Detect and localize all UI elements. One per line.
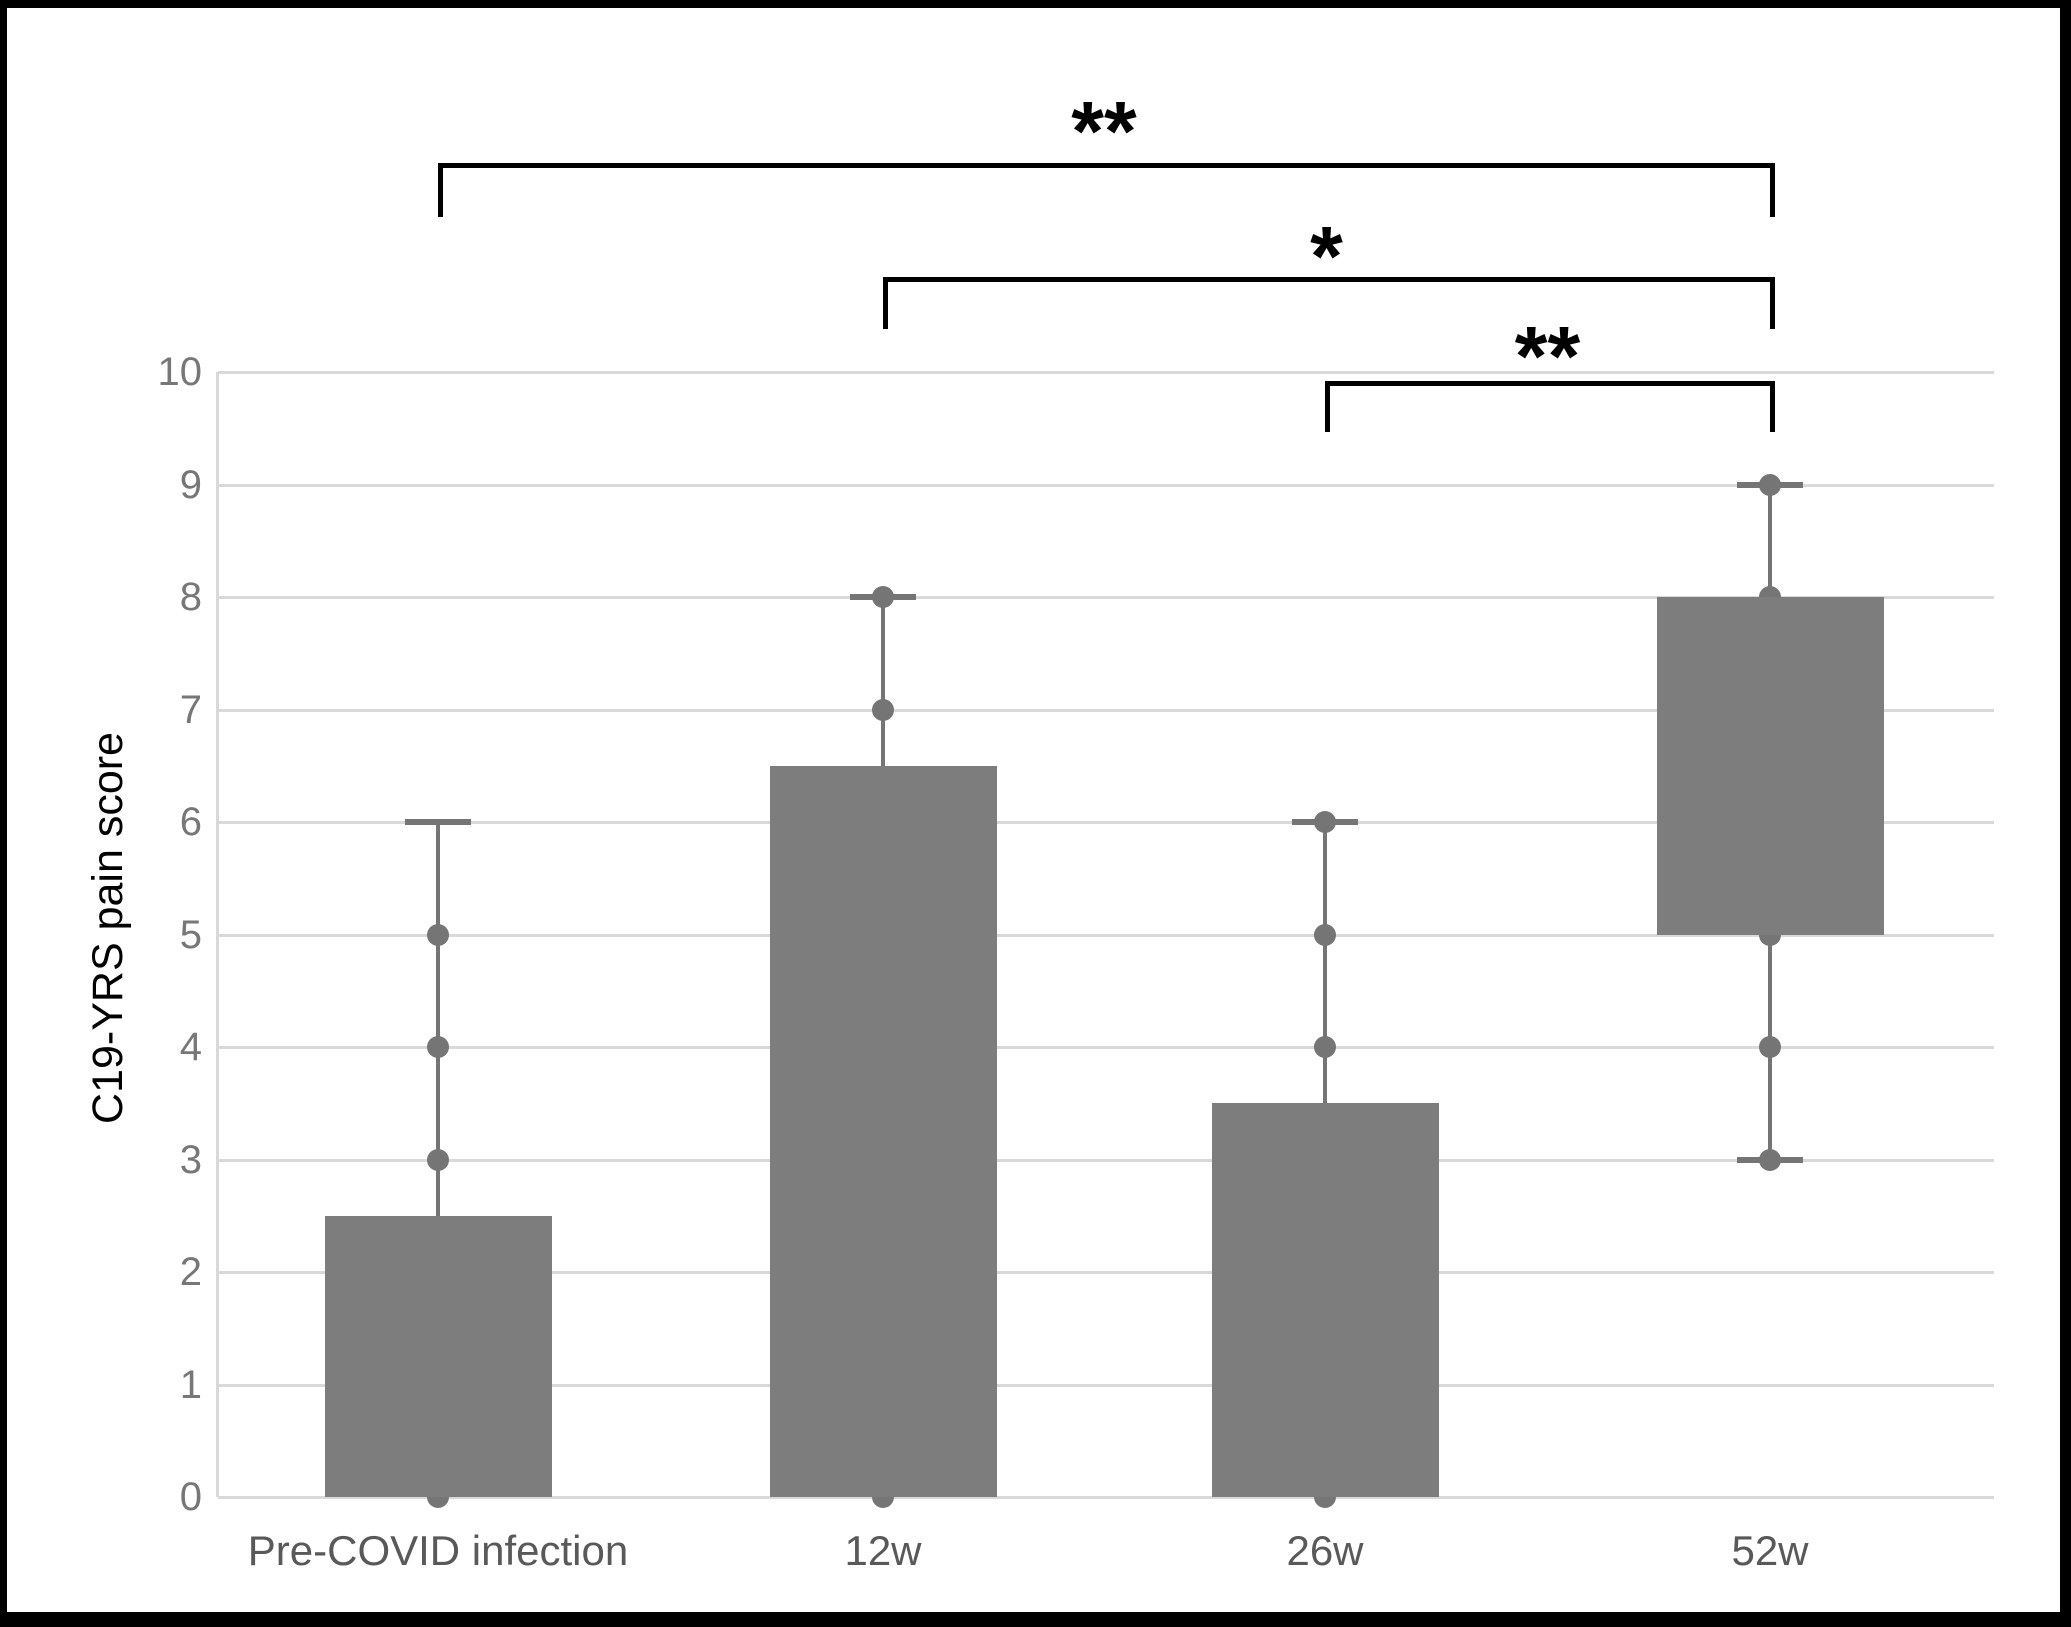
box-bar [1656, 597, 1884, 935]
significance-bracket-tick-right [1770, 163, 1775, 217]
box-bar [769, 765, 997, 1497]
box-bar [1211, 1103, 1439, 1497]
x-axis-label: Pre-COVID infection [247, 1527, 629, 1574]
significance-bracket-tick-right [1770, 277, 1775, 329]
x-axis-label: 26w [1286, 1527, 1364, 1574]
y-tick-label: 5 [179, 912, 202, 957]
significance-bracket-line [438, 163, 1775, 168]
significance-bracket-tick-right [1770, 381, 1775, 432]
whisker-cap [405, 819, 471, 825]
y-tick-label: 0 [179, 1475, 202, 1519]
gridline [218, 1158, 1994, 1162]
y-tick-label: 10 [157, 350, 203, 394]
significance-label: * [1310, 209, 1343, 303]
gridline [218, 596, 1994, 599]
y-tick-label: 4 [179, 1025, 202, 1069]
significance-bracket-tick-left [883, 277, 888, 329]
significance-bracket-tick-left [1325, 381, 1330, 432]
significance-bracket-tick-left [438, 163, 443, 217]
gridline [218, 1271, 1994, 1274]
upper-whisker-line [881, 597, 885, 766]
data-point-dot [1314, 811, 1336, 833]
box-bar [324, 1215, 552, 1497]
y-tick-label: 1 [179, 1362, 202, 1407]
upper-whisker-line [1768, 484, 1772, 597]
data-point-dot [1759, 1148, 1781, 1171]
y-tick-label: 3 [179, 1137, 202, 1182]
upper-whisker-line [1323, 822, 1327, 1104]
y-tick-label: 2 [179, 1250, 202, 1294]
y-tick-label: 7 [179, 687, 202, 732]
x-axis-label: 12w [844, 1527, 922, 1574]
gridline [218, 483, 1994, 487]
gridline [218, 933, 1994, 937]
gridline [218, 371, 1994, 374]
significance-label: ** [1514, 309, 1581, 403]
gridline [218, 1383, 1994, 1387]
data-point-dot [1314, 1036, 1336, 1058]
upper-whisker-line [436, 822, 440, 1216]
data-point-dot [427, 923, 449, 946]
gridline [218, 1496, 1994, 1499]
gridline [218, 1046, 1994, 1049]
y-tick-label: 9 [179, 462, 202, 507]
gridline [218, 708, 1994, 712]
y-tick-label: 6 [179, 800, 202, 844]
data-point-dot [1314, 923, 1336, 946]
data-point-dot [1759, 1036, 1781, 1058]
data-point-dot [1759, 473, 1781, 496]
data-point-dot [872, 698, 894, 721]
x-axis-label: 52w [1731, 1527, 1809, 1574]
significance-label: ** [1071, 84, 1137, 178]
data-point-dot [427, 1148, 449, 1171]
data-point-dot [872, 586, 894, 608]
y-tick-label: 8 [179, 575, 202, 619]
gridline [218, 821, 1994, 824]
data-point-dot [427, 1036, 449, 1058]
significance-bracket-line [1325, 381, 1775, 386]
significance-bracket-line [883, 277, 1775, 282]
y-axis-line [216, 372, 219, 1497]
